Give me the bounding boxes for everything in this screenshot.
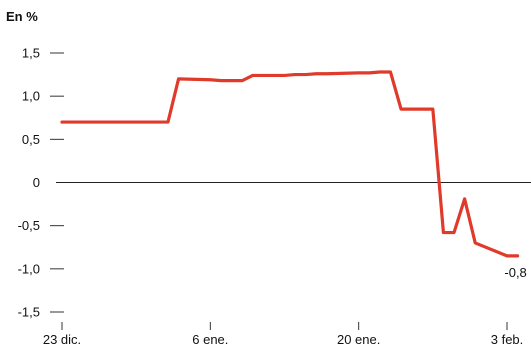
x-tick-label: 6 ene. xyxy=(192,332,228,347)
x-tick-label: 3 feb. xyxy=(491,332,524,347)
series-line xyxy=(60,70,520,258)
y-tick-label: 0,5 xyxy=(22,132,40,147)
unit-label: En % xyxy=(6,9,38,24)
y-tick-label: 0 xyxy=(33,175,40,190)
end-value-label: -0,8 xyxy=(504,265,526,280)
series-group xyxy=(60,70,520,258)
y-axis: 1,5 1,0 0,5 0 -0,5 -1,0 -1,5 xyxy=(18,46,64,320)
annotation-group: -0,8 xyxy=(504,265,526,280)
x-tick-label: 20 ene. xyxy=(337,332,380,347)
y-tick-label: -1,0 xyxy=(18,261,40,276)
x-axis: 23 dic. 6 ene. 20 ene. 3 feb. xyxy=(43,322,523,347)
y-tick-label: 1,5 xyxy=(22,46,40,61)
y-tick-label: -1,5 xyxy=(18,305,40,320)
y-tick-label: -0,5 xyxy=(18,218,40,233)
x-tick-label: 23 dic. xyxy=(43,332,81,347)
y-tick-label: 1,0 xyxy=(22,89,40,104)
